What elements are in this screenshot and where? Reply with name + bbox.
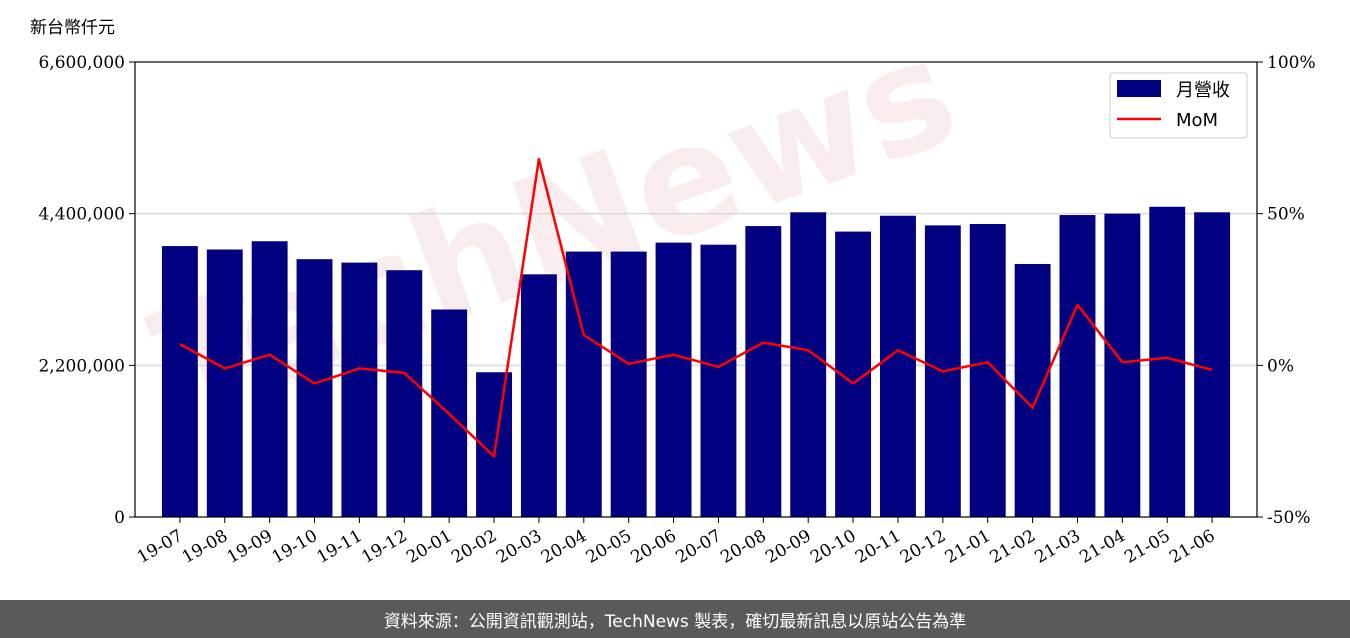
revenue-bar [251,241,288,517]
revenue-bar [341,262,378,517]
right-tick-label: -50% [1267,508,1311,528]
revenue-bar [1104,213,1141,517]
x-tick-label: 19-08 [179,526,231,568]
plot-frame [134,61,1258,518]
x-tick-label: 21-04 [1076,526,1128,568]
source-text: 資料來源：公開資訊觀測站，TechNews 製表，確切最新訊息以原站公告為準 [383,611,967,632]
x-tick-label: 20-07 [672,526,724,568]
x-tick-label: 20-04 [538,526,590,568]
x-tick-label: 20-01 [403,526,455,568]
bar-series [161,206,1231,518]
mom-line [179,157,1213,458]
revenue-bar [1014,263,1051,517]
x-tick-label: 21-01 [942,526,994,568]
x-tick-label: 20-12 [897,526,949,568]
left-tick-label: 0 [114,508,125,528]
revenue-bar [565,251,602,518]
x-tick-label: 19-12 [358,526,410,568]
x-tick-label: 21-03 [1032,526,1084,568]
left-tick-label: 2,200,000 [38,356,125,376]
x-tick-label: 21-02 [987,526,1039,568]
x-tick-label: 19-07 [134,526,186,568]
x-tick-label: 20-09 [762,526,814,568]
revenue-bar [969,224,1006,517]
right-tick-label: 0% [1267,356,1294,376]
x-tick-label: 20-03 [493,526,545,568]
mom-line-series [179,157,1213,458]
revenue-bar [161,246,198,517]
x-tick-label: 20-05 [583,526,635,568]
revenue-bar [790,212,827,517]
legend-label-mom: MoM [1176,110,1218,131]
right-tick-label: 100% [1267,53,1316,73]
x-tick-label: 19-09 [224,526,276,568]
revenue-bar [655,242,692,517]
revenue-bar [745,226,782,518]
revenue-chart: TechNews 新台幣仟元 02,200,0004,400,0006,600,… [30,5,1316,568]
revenue-bar [700,244,737,517]
x-tick-label: 20-06 [628,526,680,568]
x-tick-label: 20-02 [448,526,500,568]
legend: 月營收 MoM [1109,72,1248,139]
y-axis-unit-label: 新台幣仟元 [30,18,115,38]
x-tick-label: 21-05 [1121,526,1173,568]
x-tick-label: 21-06 [1166,526,1218,568]
x-tick-label: 20-08 [717,526,769,568]
revenue-bar [880,215,916,517]
revenue-bar [1194,212,1231,517]
revenue-bar [520,274,557,517]
legend-label-revenue: 月營收 [1176,80,1230,101]
legend-bar-swatch [1117,80,1161,97]
x-tick-label: 20-11 [852,526,904,568]
revenue-bar [1059,215,1096,517]
revenue-bar [610,251,647,518]
left-tick-label: 6,600,000 [38,53,125,73]
right-tick-label: 50% [1267,205,1305,225]
left-tick-label: 4,400,000 [38,205,125,225]
x-tick-label: 19-10 [269,526,321,568]
x-tick-label: 20-10 [807,526,859,568]
revenue-bar [386,270,423,517]
revenue-bar [206,249,243,518]
revenue-bar [296,259,333,517]
source-footer: 資料來源：公開資訊觀測站，TechNews 製表，確切最新訊息以原站公告為準 [0,600,1350,638]
x-tick-label: 19-11 [313,526,365,568]
